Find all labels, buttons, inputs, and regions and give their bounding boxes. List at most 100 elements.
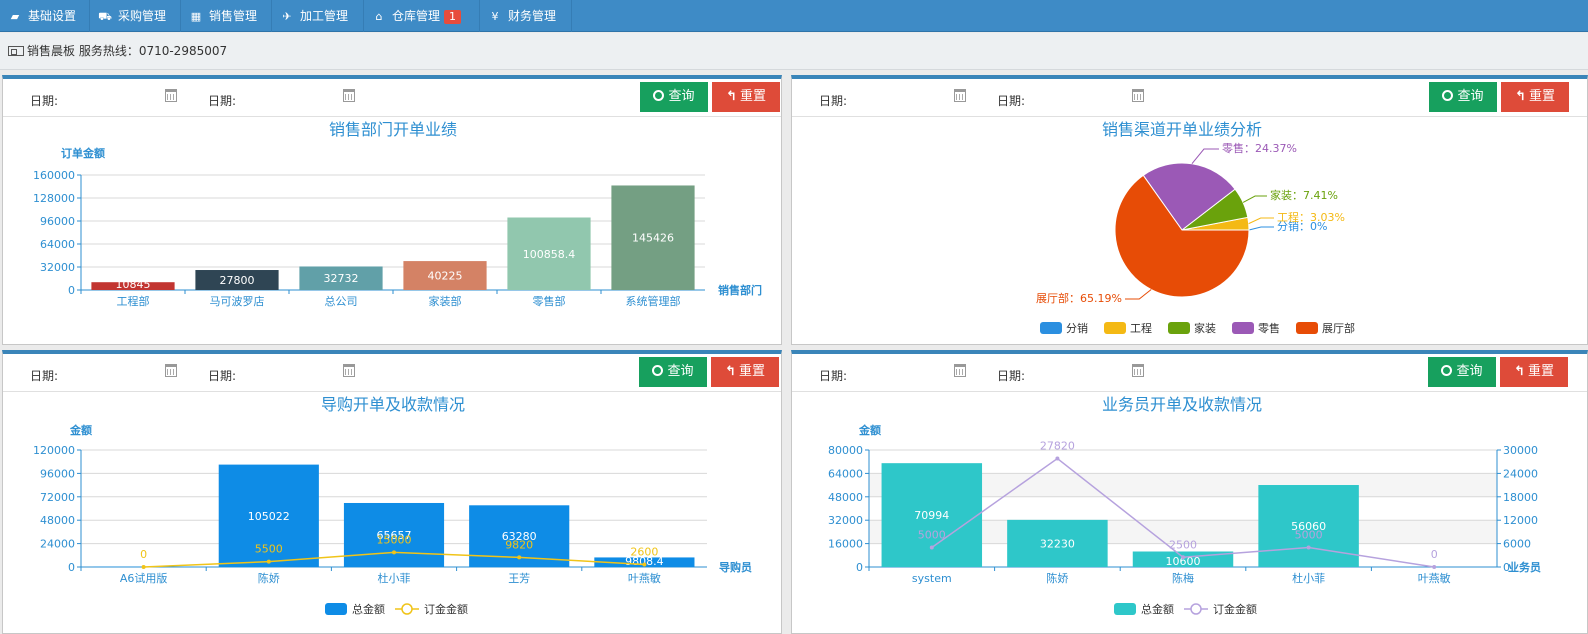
x-tick-label: 叶燕敏 — [628, 571, 661, 585]
calendar-icon[interactable] — [1132, 89, 1144, 102]
bar-value-label: 100858.4 — [523, 248, 576, 261]
nav-item-1[interactable]: ⛟ 采购管理 — [90, 0, 181, 32]
nav-item-label: 仓库管理 — [392, 9, 441, 23]
reset-button-label: 重置 — [1527, 364, 1554, 379]
end-date-input[interactable] — [241, 362, 336, 382]
line-value-label: 5000 — [918, 529, 946, 542]
legend-label: 总金额 — [1141, 602, 1174, 616]
calendar-icon[interactable] — [343, 89, 355, 102]
calendar-icon[interactable] — [954, 364, 966, 377]
legend-label: 家装 — [1194, 321, 1216, 335]
y2-tick-label: 0 — [1503, 561, 1510, 574]
calendar-icon[interactable] — [343, 364, 355, 377]
nav-item-label: 加工管理 — [300, 9, 349, 23]
y-tick-label: 80000 — [828, 444, 863, 457]
pie-slice-label: 家装：7.41% — [1270, 188, 1338, 202]
nav-item-label: 采购管理 — [118, 9, 167, 23]
line-value-label: 27820 — [1040, 440, 1075, 453]
line-value-label: 0 — [1431, 548, 1438, 561]
chart-legend: 分销 工程 家装 零售 展厅部 — [1040, 321, 1355, 335]
calendar-icon[interactable] — [954, 89, 966, 102]
nav-item-4[interactable]: ⌂ 仓库管理 1 — [364, 0, 480, 32]
line-point — [266, 559, 271, 564]
bar — [594, 557, 695, 567]
query-button[interactable]: 查询 — [1428, 357, 1496, 387]
chart-canvas: 业务员开单及收款情况金额业务员0160003200048000640008000… — [828, 395, 1541, 616]
line-point — [1432, 565, 1437, 569]
top-navigation: ▰ 基础设置 ⛟ 采购管理 ▦ 销售管理 ✈ 加工管理 ⌂ 仓库管理 1 ¥ 财务管理 — [0, 0, 1588, 32]
reset-button[interactable]: ↰ 重置 — [712, 82, 780, 112]
bar-value-label: 9808.4 — [625, 555, 664, 568]
y-tick-label: 0 — [68, 284, 75, 297]
x-tick-label: 陈梅 — [1172, 571, 1194, 585]
query-button[interactable]: 查询 — [1429, 82, 1497, 112]
end-date-input[interactable] — [1030, 87, 1125, 107]
bar — [403, 261, 487, 290]
nav-item-2[interactable]: ▦ 销售管理 — [181, 0, 272, 32]
bar — [881, 463, 983, 567]
start-date-input[interactable] — [63, 362, 158, 382]
pie-label-line — [1248, 226, 1274, 231]
reply-icon: ↰ — [725, 364, 736, 379]
x-tick-label: 王芳 — [508, 571, 530, 585]
nav-item-label: 基础设置 — [28, 9, 77, 23]
bar — [299, 266, 383, 290]
panel-salesman-sales: 日期: 日期: 查询 ↰ 重置 业务员开单及收款情况 金额 业务员 0 16000 32000 480… — [791, 350, 1588, 634]
query-button[interactable]: 查询 — [640, 82, 708, 112]
nav-item-3[interactable]: ✈ 加工管理 — [272, 0, 364, 32]
y2-tick-label: 12000 — [1503, 514, 1538, 527]
x-tick-label: 总公司 — [325, 294, 358, 308]
calendar-icon[interactable] — [1132, 364, 1144, 377]
legend-label: 分销 — [1066, 321, 1088, 335]
x-tick-label: 家装部 — [429, 294, 462, 308]
pie-label-line — [1248, 217, 1274, 225]
panel-department-sales: 日期: 日期: 查询 ↰ 重置 销售部门开单业绩 订单金额 销售部门 0 32000 64000 96… — [2, 75, 782, 345]
folder-open-icon: ▰ — [10, 10, 20, 23]
bar-value-label: 65657 — [377, 529, 412, 542]
reset-button[interactable]: ↰ 重置 — [711, 357, 779, 387]
y-tick-label: 64000 — [828, 467, 863, 480]
calculator-icon: ▦ — [190, 10, 202, 23]
calendar-icon[interactable] — [165, 364, 177, 377]
reply-icon: ↰ — [1514, 364, 1525, 379]
calendar-icon[interactable] — [165, 89, 177, 102]
query-button-label: 查询 — [668, 89, 695, 104]
start-date-input[interactable] — [63, 87, 158, 107]
x-tick-label: 工程部 — [117, 294, 150, 308]
query-button[interactable]: 查询 — [639, 357, 707, 387]
date-label: 日期: — [819, 369, 848, 383]
x-tick-label: 陈娇 — [1046, 571, 1068, 585]
chart-title: 销售部门开单业绩 — [329, 120, 457, 139]
chart-legend: 总金额 订金金额 — [325, 602, 468, 616]
nav-item-5[interactable]: ¥ 财务管理 — [480, 0, 572, 32]
y-tick-label: 128000 — [33, 192, 75, 205]
x-tick-label: 杜小菲 — [1292, 571, 1325, 585]
legend-label: 订金金额 — [1213, 602, 1257, 616]
y-tick-label: 24000 — [40, 538, 75, 551]
date-label: 日期: — [30, 369, 59, 383]
line-value-label: 2500 — [1169, 538, 1197, 551]
bar-value-label: 10600 — [1166, 555, 1201, 568]
chart-title: 销售渠道开单业绩分析 — [1102, 120, 1262, 139]
search-icon — [653, 90, 665, 101]
date-label: 日期: — [30, 94, 59, 108]
x-axis-title: 业务员 — [1508, 560, 1541, 574]
y2-tick-label: 24000 — [1503, 467, 1538, 480]
query-button-label: 查询 — [1457, 89, 1484, 104]
reset-button[interactable]: ↰ 重置 — [1500, 357, 1568, 387]
start-date-input[interactable] — [852, 362, 947, 382]
end-date-input[interactable] — [241, 87, 336, 107]
start-date-input[interactable] — [852, 87, 947, 107]
y-axis-title: 订单金额 — [61, 146, 105, 160]
filter-bar: 日期: 日期: 查询 ↰ 重置 — [792, 354, 1587, 392]
bar — [195, 270, 279, 290]
pie-slice-label: 展厅部：65.19% — [1036, 291, 1122, 305]
end-date-input[interactable] — [1030, 362, 1125, 382]
legend-label: 工程 — [1130, 322, 1152, 335]
nav-item-0[interactable]: ▰ 基础设置 — [0, 0, 90, 32]
reset-button-label: 重置 — [739, 89, 766, 104]
reset-button[interactable]: ↰ 重置 — [1501, 82, 1569, 112]
y2-tick-label: 30000 — [1503, 444, 1538, 457]
yen-icon: ¥ — [491, 10, 499, 23]
